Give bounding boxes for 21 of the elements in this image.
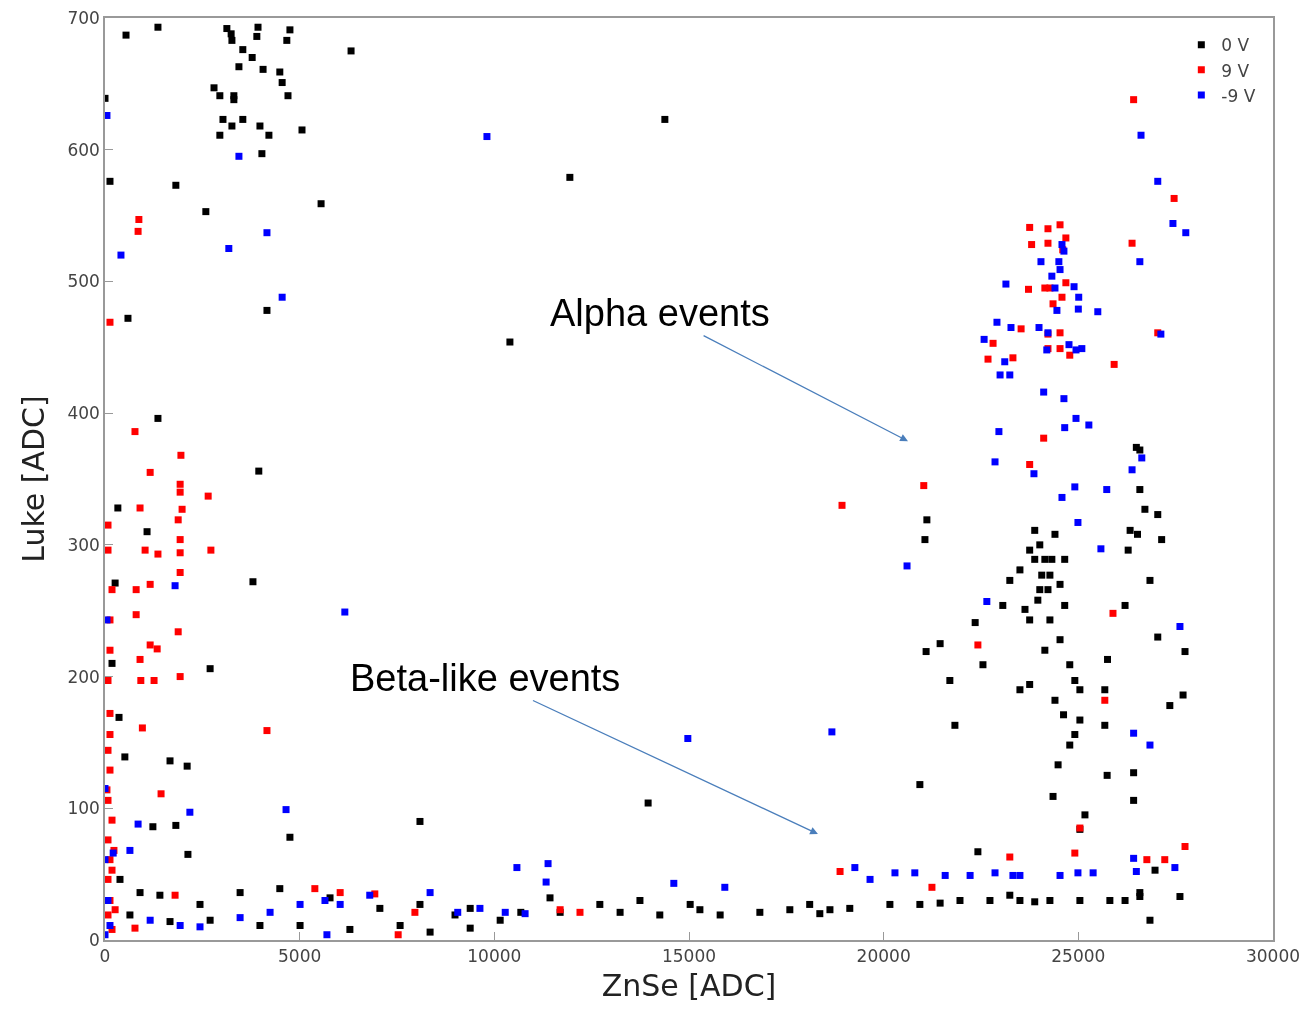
legend-label: 9 V [1221, 60, 1250, 81]
legend-label: -9 V [1221, 85, 1256, 106]
legend-label: 0 V [1221, 35, 1250, 56]
y-tick-label: 200 [67, 666, 100, 687]
y-tick-label: 500 [67, 271, 100, 292]
x-tick-label: 30000 [1245, 946, 1301, 967]
x-tick-label: 20000 [856, 946, 911, 967]
x-axis-title: ZnSe [ADC] [601, 968, 777, 1004]
x-tick-label: 25000 [1051, 946, 1106, 967]
y-tick-label: 600 [67, 139, 100, 160]
y-axis-title: Luke [ADC] [15, 395, 51, 563]
y-tick-label: 700 [67, 7, 100, 28]
x-tick-label: 10000 [467, 946, 522, 967]
x-tick-label: 5000 [278, 946, 322, 967]
y-tick-label: 300 [67, 534, 100, 555]
annotation: Alpha events [550, 292, 770, 334]
x-tick-label: 15000 [661, 946, 717, 967]
annotation: Beta-like events [350, 657, 621, 699]
y-tick-label: 100 [67, 798, 100, 819]
y-tick-label: 400 [67, 403, 100, 424]
y-tick-label: 0 [89, 929, 100, 950]
